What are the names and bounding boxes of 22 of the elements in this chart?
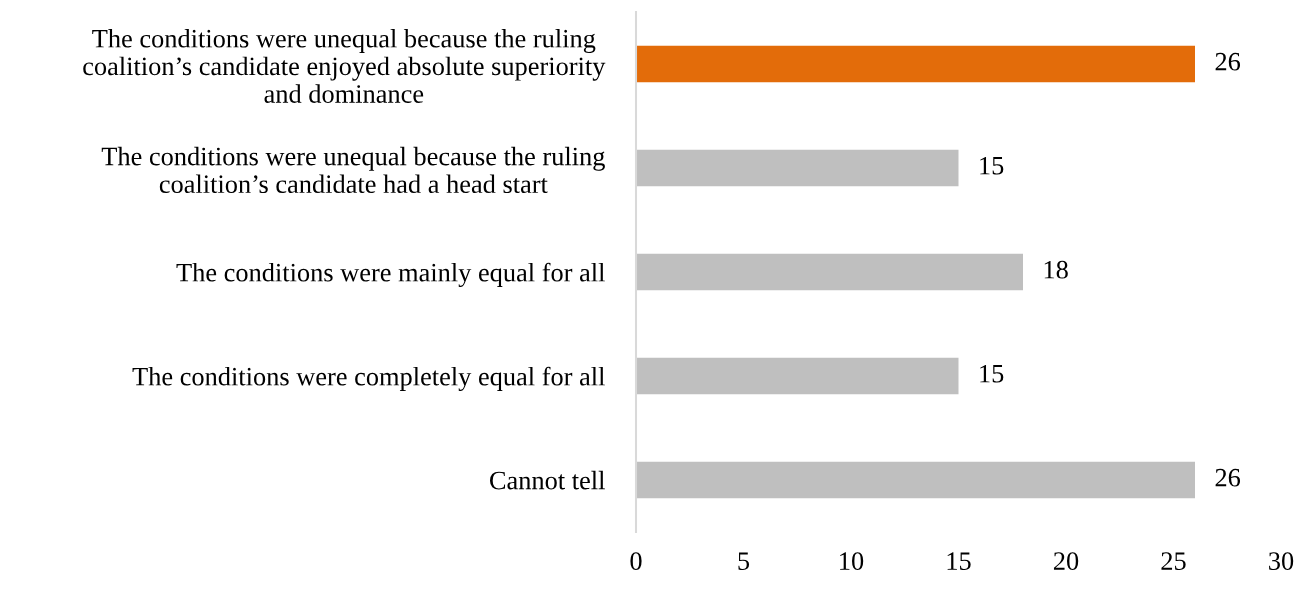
data-label: 15 (980, 364, 1004, 383)
y-tick-label: The conditions were unequal because the ruling coalition’s candidate enjoyed absolute superiority and dominance (83, 29, 606, 103)
x-tick-label: 5 (738, 552, 750, 571)
bar (636, 45, 1195, 83)
bar (636, 461, 1195, 499)
x-tick-label: 10 (840, 552, 864, 571)
x-tick-label: 25 (1161, 552, 1186, 571)
data-label: 26 (1215, 468, 1241, 487)
data-label: 26 (1215, 52, 1241, 71)
data-label: 15 (980, 156, 1004, 175)
x-tick-label: 20 (1053, 552, 1079, 571)
bar (636, 253, 1023, 291)
x-tick-label: 15 (947, 552, 971, 571)
y-tick-label: The conditions were completely equal for all (132, 366, 605, 391)
bar (636, 149, 959, 187)
y-tick-label: The conditions were mainly equal for all (176, 262, 605, 287)
y-tick-label: Cannot tell (489, 470, 605, 490)
data-label: 18 (1044, 260, 1068, 279)
bar (636, 357, 959, 395)
x-tick-label: 30 (1269, 552, 1294, 571)
y-tick-label: The conditions were unequal because the ruling coalition’s candidate had a head start (101, 146, 605, 194)
x-tick-label: 0 (630, 552, 642, 571)
